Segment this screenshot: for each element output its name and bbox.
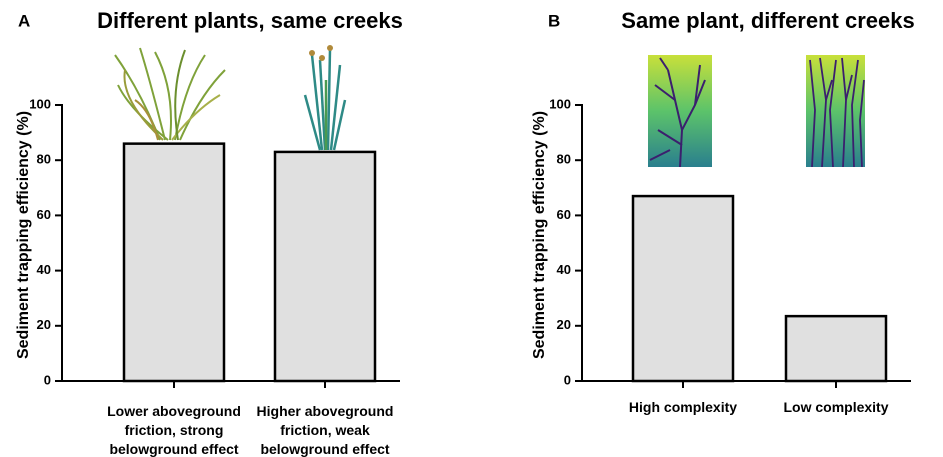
y-tick-label: 80 bbox=[37, 152, 51, 167]
chart-title: Same plant, different creeks bbox=[621, 8, 914, 33]
x-tick-label: Higher aboveground friction, weak belowg… bbox=[256, 403, 394, 457]
y-tick-label: 40 bbox=[37, 262, 51, 277]
chart-title: Different plants, same creeks bbox=[97, 8, 403, 33]
panel-label: B bbox=[548, 11, 560, 30]
creek-map-high bbox=[648, 55, 712, 168]
y-tick-label: 60 bbox=[37, 207, 51, 222]
y-tick-label: 100 bbox=[29, 96, 51, 111]
x-tick-label: Lower aboveground friction, strong below… bbox=[107, 403, 241, 457]
bar bbox=[784, 314, 888, 383]
panel-label: A bbox=[18, 11, 30, 30]
bar bbox=[122, 142, 226, 383]
x-tick-label: Low complexity bbox=[783, 399, 889, 415]
y-axis-label: Sediment trapping efficiency (%) bbox=[531, 111, 548, 359]
creek-map-low bbox=[806, 55, 865, 168]
y-tick-label: 0 bbox=[564, 372, 571, 387]
y-tick-label: 100 bbox=[549, 96, 571, 111]
y-tick-label: 0 bbox=[44, 372, 51, 387]
rush-illustration bbox=[303, 45, 347, 151]
y-tick-label: 20 bbox=[557, 317, 571, 332]
y-tick-label: 80 bbox=[557, 152, 571, 167]
y-axis-label: Sediment trapping efficiency (%) bbox=[15, 111, 32, 359]
bar bbox=[273, 150, 377, 383]
grass-illustration bbox=[114, 47, 226, 141]
x-tick-label: High complexity bbox=[628, 399, 738, 415]
y-tick-label: 20 bbox=[37, 317, 51, 332]
y-tick-label: 60 bbox=[557, 207, 571, 222]
y-tick-label: 40 bbox=[557, 262, 571, 277]
bar bbox=[631, 194, 735, 383]
